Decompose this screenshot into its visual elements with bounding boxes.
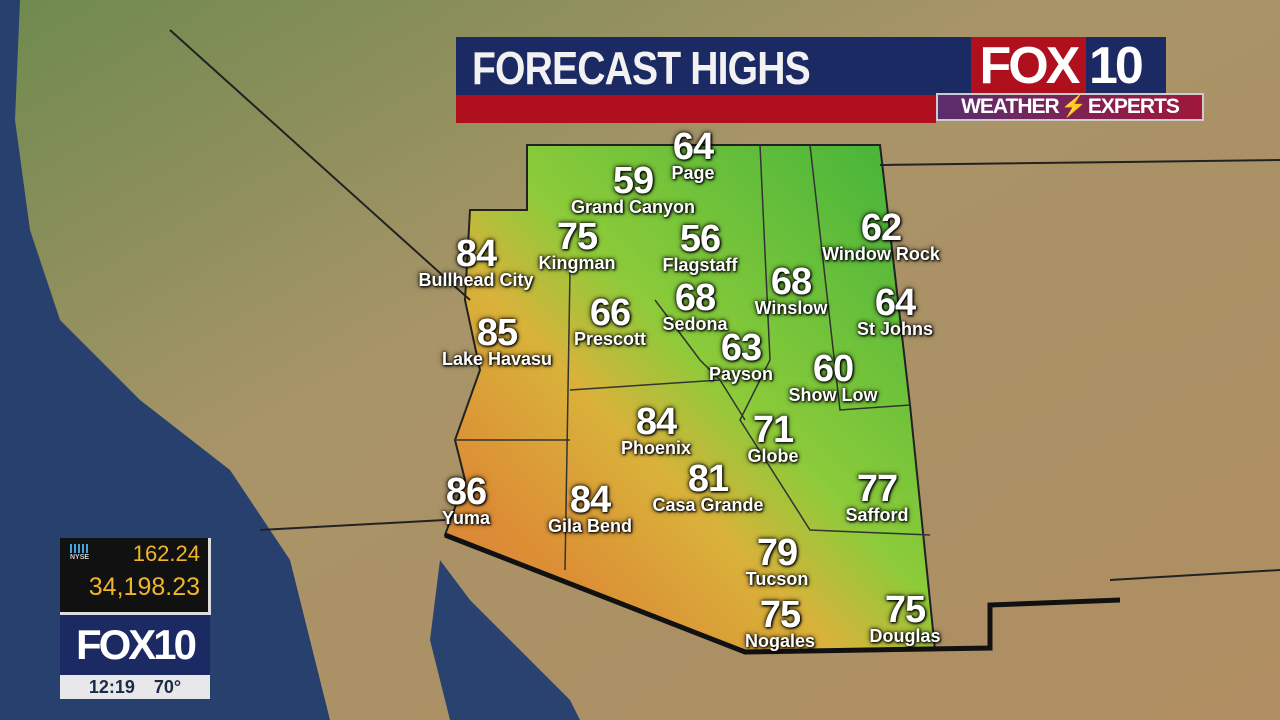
- city-globe: 71 Globe: [747, 409, 799, 466]
- city-winslow: 68 Winslow: [754, 261, 828, 318]
- forecast-header: FORECAST HIGHS FOX 10 WEATHER⚡EXPERTS: [456, 37, 1208, 123]
- county-lines: [455, 144, 931, 571]
- time-temp: 12:19 70°: [60, 675, 210, 699]
- mexico-border: [444, 532, 1121, 655]
- page-title: FORECAST HIGHS: [472, 42, 811, 94]
- city-casa-grande: 81 Casa Grande: [652, 458, 764, 515]
- city-payson: 63 Payson: [708, 327, 774, 384]
- city-prescott: 66 Prescott: [573, 292, 647, 349]
- current-temp: 70°: [153, 677, 182, 697]
- city-douglas: 75 Douglas: [869, 589, 941, 646]
- header-red-bar: [456, 95, 936, 123]
- stock-ticker: NYSE 162.24 34,198.23: [60, 538, 211, 615]
- city-show-low: 60 Show Low: [788, 348, 878, 405]
- city-safford: 77 Safford: [845, 468, 909, 525]
- city-gila-bend: 84 Gila Bend: [547, 479, 633, 536]
- header-bar: [456, 37, 971, 95]
- city-kingman: 75 Kingman: [538, 216, 616, 273]
- ticker-value-2: 34,198.23: [88, 573, 200, 601]
- lightning-icon: ⚡: [1060, 95, 1087, 118]
- weather-experts-badge: WEATHER⚡EXPERTS: [936, 93, 1204, 121]
- city-bullhead-city: 84 Bullhead City: [418, 233, 534, 290]
- state-borders: [169, 29, 1280, 581]
- city-grand-canyon: 59 Grand Canyon: [570, 160, 696, 217]
- city-flagstaff: 56 Flagstaff: [662, 218, 738, 275]
- city-lake-havasu: 85 Lake Havasu: [441, 312, 553, 369]
- city-st-johns: 64 St Johns: [856, 282, 934, 339]
- city-window-rock: 62 Window Rock: [822, 207, 940, 264]
- gulf-of-california: [430, 560, 580, 720]
- fox10-bug-logo: FOX10: [60, 615, 210, 675]
- city-page: 64 Page: [671, 126, 715, 183]
- ticker-value-1: 162.24: [132, 541, 200, 566]
- city-sedona: 68 Sedona: [662, 277, 728, 334]
- city-nogales: 75 Nogales: [744, 594, 816, 651]
- fox10-logo: FOX 10: [971, 37, 1166, 95]
- nyse-logo: NYSE: [70, 544, 89, 561]
- time: 12:19: [88, 677, 135, 697]
- city-phoenix: 84 Phoenix: [620, 401, 692, 458]
- city-tucson: 79 Tucson: [745, 532, 809, 589]
- city-yuma: 86 Yuma: [441, 471, 491, 528]
